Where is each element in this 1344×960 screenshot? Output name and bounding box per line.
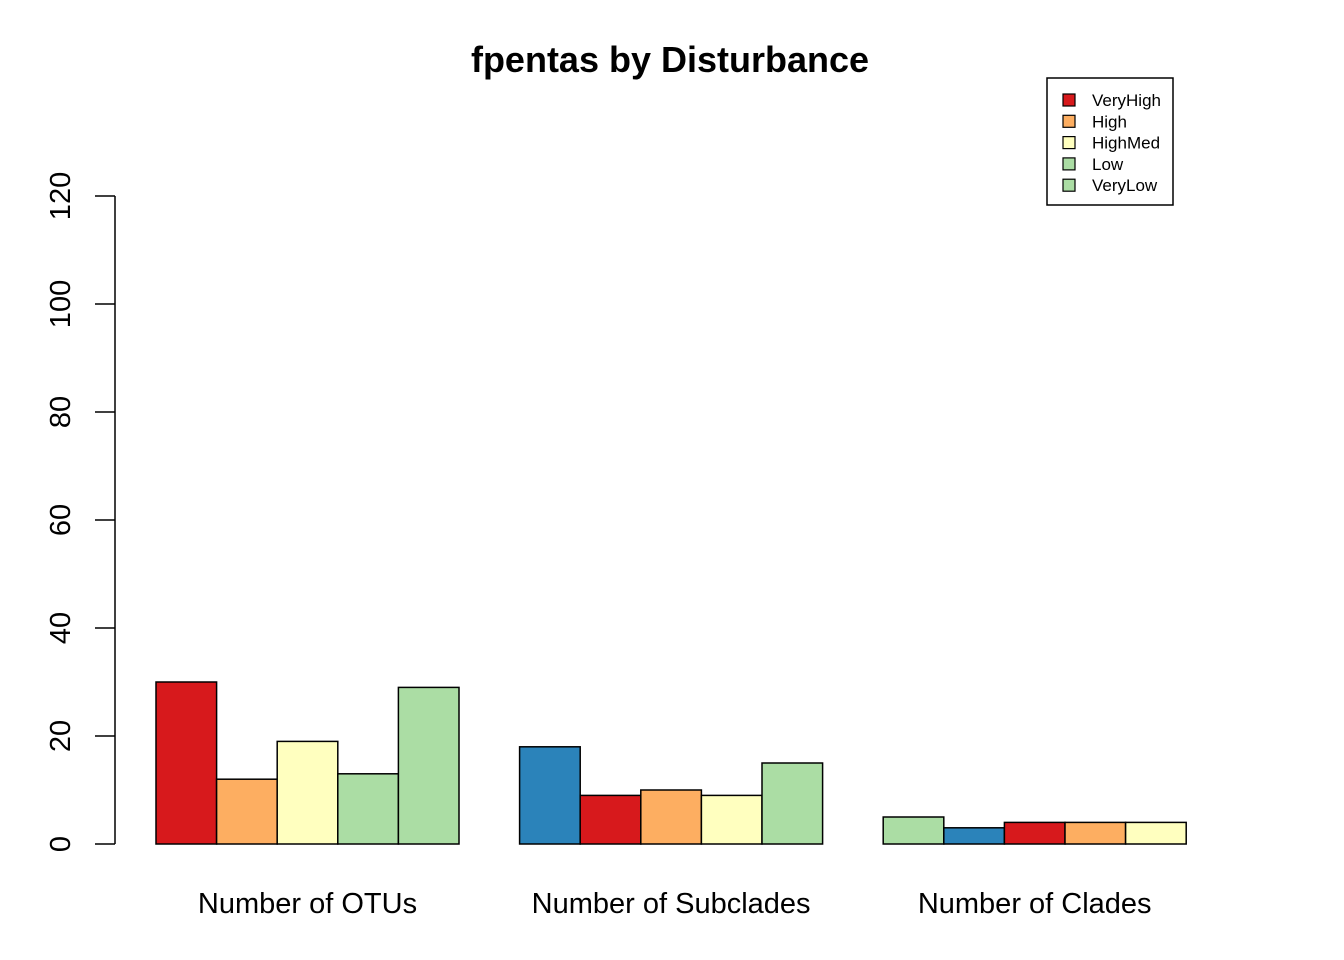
bar — [397, 686, 460, 845]
legend-swatch — [1062, 157, 1076, 171]
x-category-label: Number of OTUs — [198, 888, 417, 920]
legend-swatch — [1062, 114, 1076, 128]
legend-swatch — [1062, 178, 1076, 192]
bar — [1003, 821, 1066, 845]
bar — [215, 778, 278, 845]
bar — [518, 746, 581, 845]
legend-label: HighMed — [1092, 134, 1160, 153]
bars — [155, 681, 1187, 845]
bar — [882, 816, 945, 845]
bar — [155, 681, 218, 845]
bar — [1064, 821, 1127, 845]
y-tick-label: 40 — [45, 612, 77, 644]
x-axis-labels: Number of OTUs Number of Subclades Number … — [198, 888, 1152, 920]
x-category-label: Number of Clades — [918, 888, 1152, 920]
bar — [761, 762, 824, 845]
x-category-label: Number of Subclades — [532, 888, 811, 920]
bar — [943, 827, 1006, 845]
chart-title: fpentas by Disturbance — [471, 39, 869, 80]
y-tick-label: 100 — [45, 280, 77, 328]
bar — [700, 794, 763, 845]
legend-swatch — [1062, 93, 1076, 107]
legend-label: VeryHigh — [1092, 91, 1161, 110]
bar — [276, 740, 339, 845]
legend-label: VeryLow — [1092, 176, 1158, 195]
y-axis: 0 20 40 60 80 100 120 — [45, 172, 116, 852]
y-tick-label: 20 — [45, 720, 77, 752]
bar — [1124, 821, 1187, 845]
bar — [640, 789, 703, 845]
y-tick-label: 80 — [45, 396, 77, 428]
bar — [337, 773, 400, 845]
legend: VeryHigh High HighMed Low VeryLow — [1046, 77, 1174, 206]
legend-label: Low — [1092, 155, 1124, 174]
y-tick-label: 120 — [45, 172, 77, 220]
bar — [579, 794, 642, 845]
y-tick-label: 0 — [45, 836, 77, 852]
y-tick-label: 60 — [45, 504, 77, 536]
legend-label: High — [1092, 112, 1127, 131]
legend-swatch — [1062, 136, 1076, 150]
